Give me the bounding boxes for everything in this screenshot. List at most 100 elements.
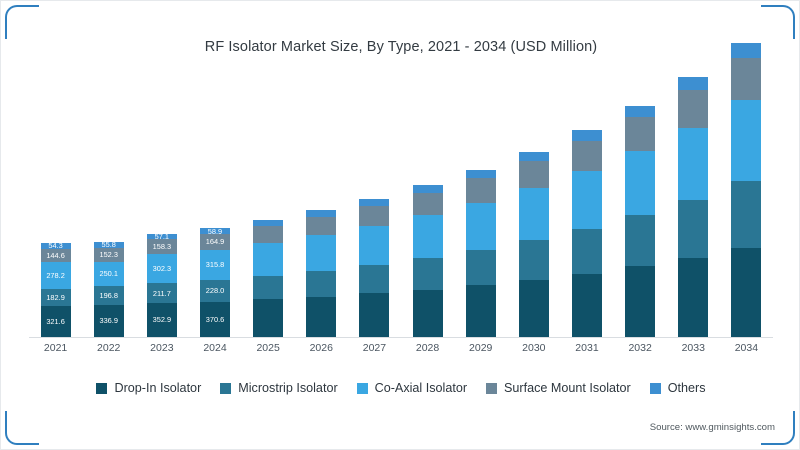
bar-segment[interactable] (359, 226, 390, 265)
bar-segment[interactable] (253, 243, 284, 276)
bar-segment[interactable] (678, 199, 709, 258)
stacked-bar[interactable] (306, 210, 337, 337)
bar-segment[interactable] (465, 285, 496, 337)
bar-value-label: 54.3 (48, 241, 63, 251)
bar-segment[interactable] (306, 296, 337, 337)
bar-segment[interactable]: 302.3 (146, 254, 177, 284)
bar-segment[interactable] (518, 239, 549, 280)
bar-segment[interactable] (253, 275, 284, 300)
bar-slot (295, 89, 348, 337)
stacked-bar[interactable]: 321.6 182.9 278.2 144.6 54.3 (40, 241, 71, 337)
stacked-bar[interactable] (412, 185, 443, 337)
bar-segment[interactable] (571, 130, 602, 141)
x-tick-label: 2021 (43, 342, 68, 354)
bar-segment[interactable] (518, 151, 549, 161)
bar-segment[interactable]: 152.3 (93, 247, 124, 263)
bar-segment[interactable]: 196.8 (93, 286, 124, 305)
bar-segment[interactable] (571, 273, 602, 337)
stacked-bar[interactable] (253, 220, 284, 337)
bar-segment[interactable]: 144.6 (40, 248, 71, 263)
bar-segment[interactable] (465, 249, 496, 286)
stacked-bar[interactable] (359, 198, 390, 337)
bar-segment[interactable]: 55.8 (93, 241, 124, 249)
bar-slot (614, 89, 667, 337)
bar-segment[interactable] (731, 181, 762, 248)
stacked-bar[interactable] (625, 105, 656, 337)
bar-segment[interactable]: 228.0 (199, 279, 230, 302)
stacked-bar[interactable] (518, 151, 549, 337)
stacked-bar[interactable] (465, 169, 496, 337)
bar-segment[interactable]: 370.6 (199, 301, 230, 337)
bar-segment[interactable] (306, 270, 337, 297)
bar-segment[interactable]: 54.3 (40, 241, 71, 251)
bar-segment[interactable] (306, 210, 337, 217)
bar-segment[interactable] (465, 202, 496, 250)
bar-segment[interactable] (625, 117, 656, 151)
bar-segment[interactable] (465, 169, 496, 179)
legend-item[interactable]: Surface Mount Isolator (486, 381, 631, 395)
bar-segment[interactable]: 58.9 (199, 227, 230, 235)
bar-slot: 336.9 196.8 250.1 152.3 55.8 (82, 89, 135, 337)
bar-segment[interactable] (678, 89, 709, 128)
bar-segment[interactable] (678, 257, 709, 337)
bar-segment[interactable] (359, 264, 390, 294)
bar-segment[interactable]: 352.9 (146, 303, 177, 337)
bar-segment[interactable] (571, 228, 602, 274)
bar-value-label: 164.9 (205, 237, 225, 247)
bar-segment[interactable] (412, 185, 443, 194)
bar-segment[interactable] (253, 299, 284, 337)
bar-segment[interactable] (625, 150, 656, 216)
legend-item[interactable]: Microstrip Isolator (220, 381, 338, 395)
stacked-bar[interactable]: 370.6 228.0 315.8 164.9 58.9 (199, 227, 230, 337)
stacked-bar[interactable] (678, 76, 709, 337)
stacked-bar[interactable] (731, 43, 762, 337)
bar-segment[interactable] (412, 257, 443, 290)
bar-slot (454, 89, 507, 337)
bar-segment[interactable] (731, 247, 762, 337)
legend-item[interactable]: Others (649, 381, 706, 395)
bar-segment[interactable] (359, 198, 390, 206)
bar-segment[interactable] (253, 226, 284, 244)
stacked-bar[interactable]: 352.9 211.7 302.3 158.3 57.1 (146, 232, 177, 337)
bar-segment[interactable] (306, 216, 337, 236)
bar-segment[interactable]: 158.3 (146, 239, 177, 255)
bar-segment[interactable] (625, 105, 656, 118)
bar-segment[interactable] (412, 215, 443, 258)
bar-segment[interactable]: 278.2 (40, 262, 71, 289)
bar-segment[interactable]: 315.8 (199, 249, 230, 280)
bar-segment[interactable] (412, 289, 443, 337)
plot-area: 321.6 182.9 278.2 144.6 54.3 336.9 196.8 250.1 1… (29, 43, 773, 337)
legend-item[interactable]: Drop-In Isolator (96, 381, 201, 395)
bar-segment[interactable] (359, 205, 390, 227)
legend-item[interactable]: Co-Axial Isolator (356, 381, 467, 395)
bar-segment[interactable] (359, 293, 390, 337)
bar-segment[interactable] (412, 193, 443, 216)
stacked-bar[interactable] (571, 130, 602, 337)
frame-corner-top-right (761, 5, 795, 39)
bar-segment[interactable] (518, 279, 549, 337)
bar-segment[interactable] (731, 100, 762, 182)
bar-segment[interactable] (571, 170, 602, 229)
bar-segment[interactable] (625, 266, 656, 337)
bar-segment[interactable]: 57.1 (146, 232, 177, 240)
bar-segment[interactable] (625, 215, 656, 267)
stacked-bar[interactable]: 336.9 196.8 250.1 152.3 55.8 (93, 241, 124, 337)
bar-segment[interactable] (518, 188, 549, 240)
bar-segment[interactable] (465, 178, 496, 203)
bar-segment[interactable] (678, 127, 709, 200)
bar-segment[interactable] (253, 220, 284, 227)
bar-segment[interactable] (518, 160, 549, 189)
bar-segment[interactable]: 336.9 (93, 304, 124, 337)
bar-segment[interactable]: 250.1 (93, 262, 124, 287)
bar-segment[interactable]: 211.7 (146, 283, 177, 304)
x-axis-tick-labels: 2021 2022 2023 2024 2025 2026 2027 2028 2029 2030… (29, 342, 773, 354)
bar-segment[interactable] (571, 140, 602, 171)
bar-segment[interactable] (731, 43, 762, 58)
bar-segment[interactable] (731, 57, 762, 101)
bar-segment[interactable]: 321.6 (40, 306, 71, 337)
bar-segment[interactable] (678, 76, 709, 90)
bar-segment[interactable] (306, 235, 337, 271)
bar-segment[interactable]: 182.9 (40, 288, 71, 307)
bar-segment[interactable]: 164.9 (199, 234, 230, 250)
